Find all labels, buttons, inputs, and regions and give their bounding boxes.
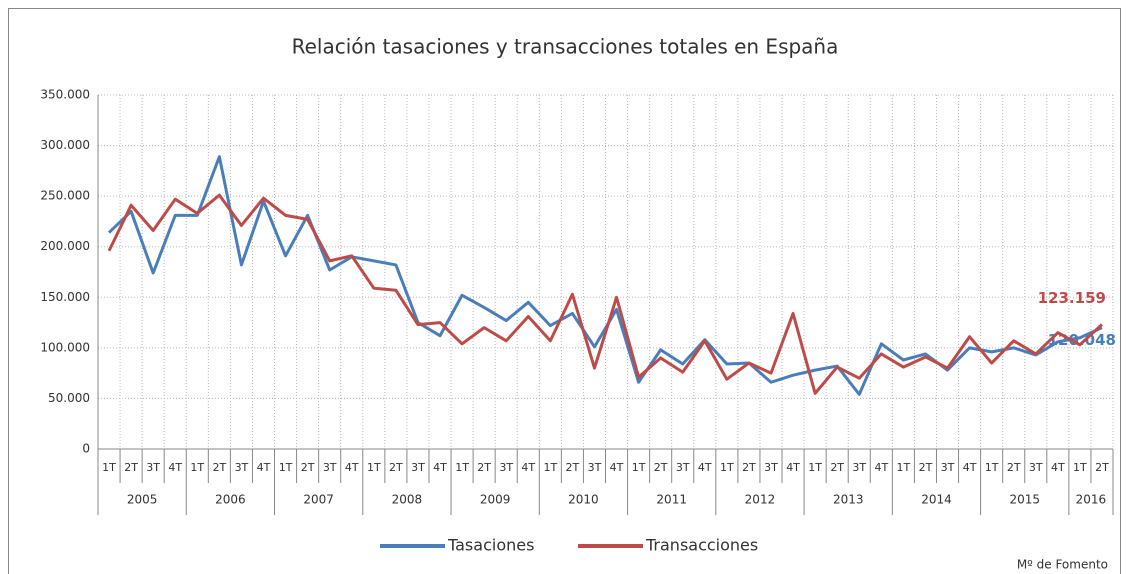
year-label: 2012 (745, 493, 776, 507)
x-tick-label: 2T (830, 461, 844, 474)
x-tick-label: 3T (411, 461, 425, 474)
year-label: 2005 (127, 493, 158, 507)
y-tick-label: 50.000 (48, 391, 90, 405)
x-tick-label: 2T (124, 461, 138, 474)
source: Mº de Fomento (1017, 558, 1108, 572)
x-tick-label: 3T (499, 461, 513, 474)
year-label: 2016 (1076, 493, 1107, 507)
y-tick-label: 250.000 (40, 189, 90, 203)
x-tick-label: 2T (654, 461, 668, 474)
x-tick-label: 4T (521, 461, 535, 474)
x-tick-label: 2T (742, 461, 756, 474)
year-label: 2007 (303, 493, 334, 507)
x-tick-label: 3T (941, 461, 955, 474)
year-label: 2014 (921, 493, 952, 507)
series-line (107, 193, 1103, 395)
x-tick-label: 1T (455, 461, 469, 474)
x-tick-label: 1T (190, 461, 204, 474)
chart-title: Relación tasaciones y transacciones tota… (292, 35, 839, 59)
x-tick-label: 2T (212, 461, 226, 474)
x-tick-label: 3T (588, 461, 602, 474)
x-tick-label: 3T (852, 461, 866, 474)
year-label: 2010 (568, 493, 599, 507)
x-tick-label: 4T (786, 461, 800, 474)
x-tick-label: 2T (1007, 461, 1021, 474)
y-tick-label: 350.000 (40, 88, 90, 102)
chart-frame (8, 8, 1121, 574)
year-label: 2015 (1009, 493, 1040, 507)
x-tick-label: 2T (477, 461, 491, 474)
x-tick-label: 1T (367, 461, 381, 474)
x-tick-label: 4T (874, 461, 888, 474)
y-tick-label: 200.000 (40, 239, 90, 253)
x-tick-label: 1T (808, 461, 822, 474)
x-tick-label: 1T (279, 461, 293, 474)
x-tick-label: 4T (610, 461, 624, 474)
y-tick-label: 300.000 (40, 138, 90, 152)
y-tick-label: 100.000 (40, 340, 90, 354)
x-tick-label: 2T (301, 461, 315, 474)
x-tick-label: 1T (632, 461, 646, 474)
x-tick-label: 2T (919, 461, 933, 474)
legend-label: Transacciones (645, 536, 758, 555)
x-tick-label: 4T (345, 461, 359, 474)
x-tick-label: 4T (963, 461, 977, 474)
x-tick-label: 1T (897, 461, 911, 474)
value-label: 123.159 (1038, 289, 1106, 307)
x-tick-label: 1T (985, 461, 999, 474)
x-tick-label: 3T (1029, 461, 1043, 474)
year-label: 2011 (656, 493, 687, 507)
x-tick-label: 2T (566, 461, 580, 474)
x-tick-label: 3T (764, 461, 778, 474)
x-tick-label: 4T (698, 461, 712, 474)
year-label: 2006 (215, 493, 246, 507)
x-tick-label: 3T (676, 461, 690, 474)
x-tick-label: 1T (102, 461, 116, 474)
x-tick-label: 1T (543, 461, 557, 474)
x-tick-label: 4T (433, 461, 447, 474)
year-label: 2008 (392, 493, 423, 507)
x-tick-label: 4T (1051, 461, 1065, 474)
year-label: 2013 (833, 493, 864, 507)
x-tick-label: 3T (146, 461, 160, 474)
y-tick-label: 150.000 (40, 290, 90, 304)
y-tick-label: 0 (82, 442, 90, 456)
x-tick-label: 1T (720, 461, 734, 474)
x-tick-label: 4T (168, 461, 182, 474)
legend-label: Tasaciones (447, 536, 534, 555)
x-tick-label: 3T (323, 461, 337, 474)
x-tick-label: 4T (257, 461, 271, 474)
x-tick-label: 2T (1095, 461, 1109, 474)
x-tick-label: 2T (389, 461, 403, 474)
year-label: 2009 (480, 493, 511, 507)
x-tick-label: 3T (235, 461, 249, 474)
x-tick-label: 1T (1073, 461, 1087, 474)
